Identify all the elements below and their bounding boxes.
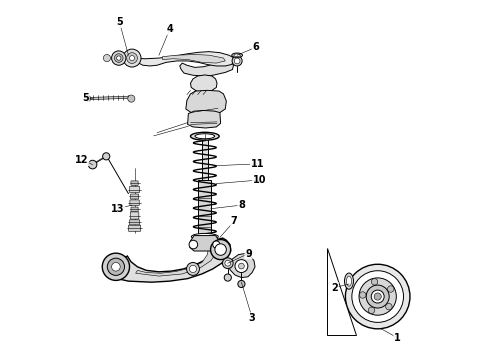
Circle shape — [190, 265, 196, 273]
FancyBboxPatch shape — [128, 225, 141, 231]
Circle shape — [117, 56, 121, 60]
Circle shape — [112, 262, 120, 271]
Circle shape — [215, 244, 226, 255]
Circle shape — [85, 96, 91, 102]
Polygon shape — [327, 248, 356, 335]
Circle shape — [128, 95, 135, 102]
Circle shape — [103, 54, 111, 62]
Circle shape — [359, 278, 396, 315]
FancyBboxPatch shape — [131, 207, 138, 212]
Text: 4: 4 — [166, 24, 173, 35]
Circle shape — [224, 274, 231, 281]
Circle shape — [115, 54, 123, 62]
Text: 8: 8 — [238, 200, 245, 210]
Circle shape — [239, 263, 245, 269]
Circle shape — [345, 264, 410, 329]
FancyBboxPatch shape — [131, 181, 138, 185]
Circle shape — [123, 49, 141, 67]
Text: 12: 12 — [75, 155, 89, 165]
Polygon shape — [229, 253, 255, 278]
Circle shape — [102, 253, 129, 280]
Circle shape — [235, 260, 248, 273]
Circle shape — [189, 240, 197, 249]
Polygon shape — [163, 54, 225, 63]
Text: 3: 3 — [249, 313, 256, 323]
Text: 2: 2 — [331, 283, 338, 293]
Polygon shape — [202, 135, 208, 180]
Circle shape — [88, 160, 97, 169]
Circle shape — [232, 56, 242, 66]
Polygon shape — [87, 96, 132, 100]
Polygon shape — [128, 51, 235, 66]
Circle shape — [238, 280, 245, 288]
Text: 7: 7 — [231, 216, 238, 226]
Circle shape — [371, 279, 378, 285]
Circle shape — [187, 262, 199, 275]
Polygon shape — [107, 238, 231, 282]
Text: 6: 6 — [252, 42, 259, 52]
Ellipse shape — [344, 273, 353, 289]
Text: 1: 1 — [394, 333, 401, 343]
Circle shape — [360, 292, 366, 298]
Circle shape — [371, 290, 384, 303]
Polygon shape — [191, 75, 217, 93]
Circle shape — [129, 55, 135, 60]
Ellipse shape — [346, 276, 351, 286]
Text: 11: 11 — [251, 159, 264, 169]
Polygon shape — [136, 244, 216, 276]
Polygon shape — [180, 61, 234, 76]
Circle shape — [366, 285, 389, 308]
Circle shape — [102, 153, 110, 160]
Circle shape — [211, 239, 231, 260]
FancyBboxPatch shape — [129, 220, 140, 225]
Circle shape — [107, 258, 124, 275]
Ellipse shape — [192, 233, 218, 240]
Polygon shape — [188, 111, 221, 128]
Text: 9: 9 — [245, 248, 252, 258]
Circle shape — [213, 241, 220, 248]
Circle shape — [388, 286, 394, 292]
Polygon shape — [186, 90, 226, 114]
Circle shape — [386, 303, 392, 310]
Circle shape — [368, 307, 375, 314]
Ellipse shape — [234, 54, 240, 57]
FancyBboxPatch shape — [131, 194, 139, 199]
Polygon shape — [198, 180, 211, 234]
Circle shape — [222, 258, 233, 269]
Ellipse shape — [191, 132, 219, 140]
Circle shape — [126, 53, 137, 63]
Ellipse shape — [195, 134, 215, 139]
Ellipse shape — [232, 53, 243, 57]
Text: 5: 5 — [82, 93, 89, 103]
FancyBboxPatch shape — [130, 200, 139, 206]
Circle shape — [352, 271, 403, 322]
Circle shape — [234, 58, 240, 64]
Text: 10: 10 — [252, 175, 266, 185]
Circle shape — [225, 260, 231, 266]
Text: 13: 13 — [111, 204, 124, 214]
Text: 5: 5 — [116, 17, 123, 27]
Circle shape — [112, 51, 126, 65]
FancyBboxPatch shape — [130, 212, 139, 219]
Circle shape — [374, 293, 381, 300]
Polygon shape — [190, 235, 220, 251]
FancyBboxPatch shape — [129, 186, 140, 193]
